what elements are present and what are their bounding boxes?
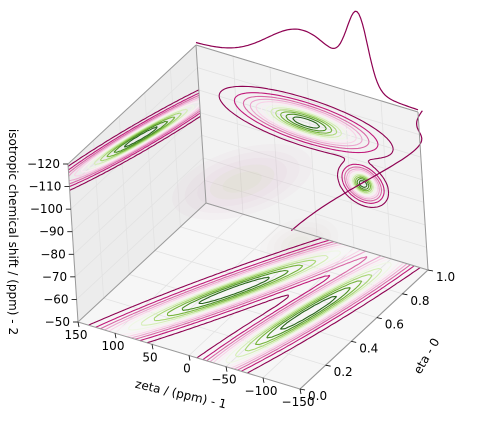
cloud-blob bbox=[266, 222, 332, 265]
z-axis-label: isotropic chemical shift / (ppm) - 2 bbox=[6, 129, 20, 335]
contour-line bbox=[95, 239, 415, 372]
contour-line bbox=[67, 89, 201, 191]
contour-line bbox=[88, 237, 421, 374]
y-tick bbox=[376, 317, 382, 319]
frame-edge bbox=[205, 202, 429, 271]
contour-line bbox=[128, 250, 392, 364]
contour-line bbox=[233, 92, 385, 204]
contour-line bbox=[114, 245, 401, 368]
frame-edge bbox=[67, 163, 79, 323]
frame-edge bbox=[77, 202, 207, 323]
cloud-blob bbox=[197, 157, 287, 207]
z-tick-label: −80 bbox=[40, 247, 65, 261]
y-tick-label: 0.8 bbox=[410, 294, 429, 308]
projection-contours bbox=[67, 85, 421, 374]
contour-line bbox=[218, 85, 394, 208]
y-tick-label: 0.2 bbox=[334, 365, 353, 379]
contour-line bbox=[93, 108, 189, 166]
z-tick-label: −90 bbox=[39, 225, 64, 239]
frame-edge bbox=[299, 269, 429, 390]
contour-line bbox=[140, 254, 383, 358]
x-tick bbox=[77, 321, 80, 328]
contour-line bbox=[292, 116, 368, 188]
z-tick-label: −60 bbox=[43, 292, 68, 306]
cloud-blob bbox=[184, 150, 300, 214]
cloud-blob bbox=[172, 144, 313, 220]
frame-edge bbox=[417, 111, 429, 271]
contour-line bbox=[113, 120, 169, 153]
contour-line bbox=[68, 94, 201, 185]
contour-line bbox=[285, 113, 370, 190]
contour-line bbox=[166, 264, 363, 346]
contour-line bbox=[100, 241, 411, 371]
z-tick-label: −110 bbox=[28, 180, 61, 194]
y-tick-label: 0.4 bbox=[359, 341, 378, 355]
contour-line bbox=[270, 107, 374, 195]
x-tick-label: 0 bbox=[183, 362, 191, 376]
x-tick bbox=[114, 333, 117, 339]
contour-line bbox=[255, 101, 379, 198]
x-tick-label: −50 bbox=[211, 373, 236, 387]
z-tick-label: −70 bbox=[42, 270, 67, 284]
frame-edge bbox=[195, 44, 207, 204]
contour-line bbox=[198, 276, 338, 330]
contour-line bbox=[104, 242, 408, 370]
marginal-projections bbox=[195, 10, 423, 232]
y-tick bbox=[402, 293, 408, 296]
x-tick bbox=[299, 388, 302, 395]
contour-line bbox=[68, 92, 201, 188]
contour-line bbox=[68, 96, 201, 182]
y-tick bbox=[351, 341, 357, 343]
contour-line bbox=[260, 103, 377, 197]
contour-line bbox=[242, 95, 383, 202]
x-tick bbox=[188, 355, 191, 361]
x-tick-label: 100 bbox=[102, 339, 125, 353]
y-axis-label: eta - 0 bbox=[411, 336, 443, 377]
axes-panes bbox=[68, 45, 428, 389]
contour-line bbox=[123, 126, 158, 148]
contour-line bbox=[80, 101, 201, 173]
y-tick bbox=[299, 388, 306, 391]
contour-line bbox=[181, 269, 351, 339]
cloud-blob bbox=[209, 164, 275, 200]
eta-marginal bbox=[290, 110, 423, 232]
frame-edge bbox=[67, 44, 197, 165]
zeta-marginal bbox=[195, 10, 419, 111]
contour-line bbox=[106, 116, 176, 158]
contour-line bbox=[87, 105, 195, 169]
x-tick-label: −100 bbox=[245, 384, 278, 398]
y-tick-label: 0.0 bbox=[308, 389, 327, 403]
contour-line bbox=[74, 98, 201, 177]
x-tick-label: 150 bbox=[65, 328, 88, 342]
y-tick-label: 1.0 bbox=[436, 270, 455, 284]
frame-edge bbox=[195, 44, 419, 113]
x-tick-label: −150 bbox=[282, 395, 315, 409]
y-tick bbox=[325, 364, 331, 367]
x-tick bbox=[225, 366, 228, 372]
z-tick-label: −50 bbox=[45, 315, 70, 329]
contour-line bbox=[153, 259, 373, 352]
y-tick bbox=[427, 269, 434, 272]
x-tick bbox=[262, 377, 265, 383]
z-tick-label: −100 bbox=[30, 202, 63, 216]
x-tick bbox=[151, 344, 154, 350]
cloud-blob bbox=[222, 171, 262, 193]
y-tick-label: 0.6 bbox=[385, 318, 404, 332]
x-tick-label: 50 bbox=[142, 350, 157, 364]
contour-line bbox=[99, 112, 182, 162]
contour-line bbox=[249, 98, 380, 200]
contour-line bbox=[108, 243, 405, 369]
z-tick-label: −120 bbox=[27, 157, 60, 171]
